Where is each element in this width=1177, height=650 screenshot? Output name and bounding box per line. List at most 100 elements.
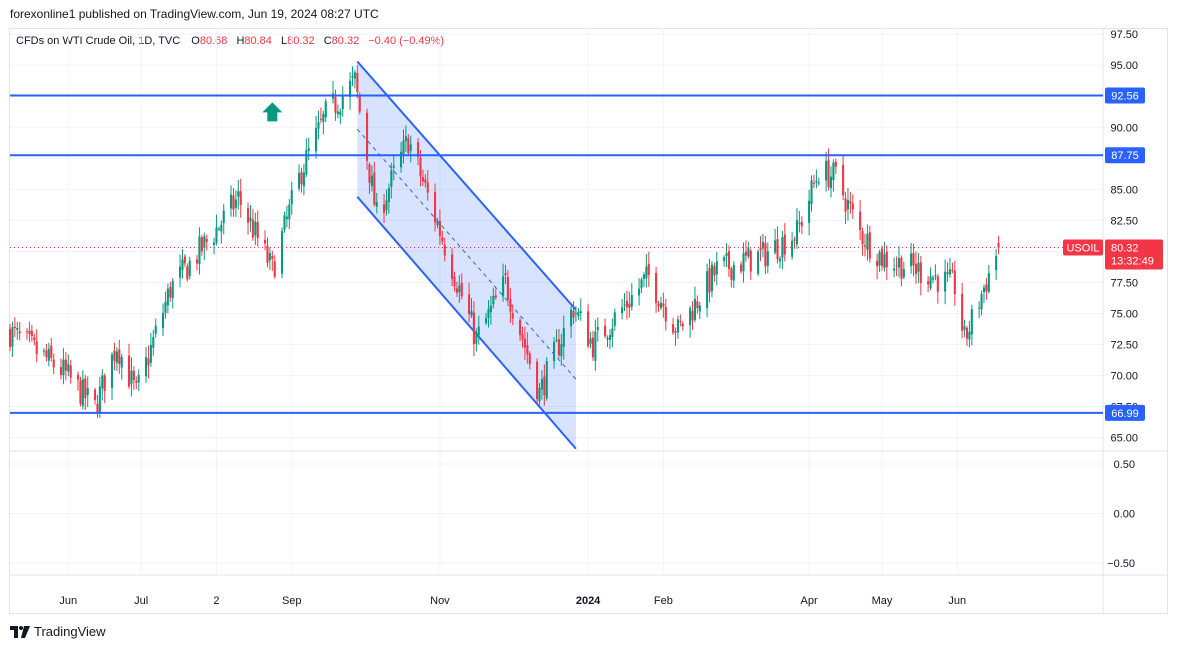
candle-body [953, 270, 956, 295]
candle-body [132, 370, 135, 381]
candle-body [96, 403, 99, 414]
candle-body [305, 150, 308, 175]
price-tick-label: 65.00 [1110, 433, 1138, 445]
candle-body [710, 264, 714, 292]
candle-body [385, 200, 388, 211]
candle-body [647, 263, 650, 275]
candle-body [178, 266, 182, 278]
candle-body [659, 302, 662, 309]
candle-body [611, 328, 614, 337]
candle-body [674, 331, 677, 333]
channel-fill [357, 61, 576, 449]
price-tick-label: 72.50 [1110, 340, 1138, 352]
candle-body [946, 272, 949, 275]
candle-body [900, 257, 903, 279]
candle-body [798, 222, 801, 224]
candle-body [628, 303, 631, 308]
candle-body [880, 248, 884, 267]
candle-body [849, 201, 852, 204]
candle-body [419, 157, 422, 177]
candle-body [885, 251, 888, 268]
candle-body [676, 319, 679, 333]
open-label: O [191, 35, 200, 47]
candle-body [144, 357, 148, 377]
x-tick-label: Jun [59, 595, 77, 607]
price-tick-label: 90.00 [1110, 122, 1138, 134]
candle-body [929, 276, 932, 288]
candle-body [912, 253, 915, 266]
candle-body [608, 335, 611, 341]
candle-body [866, 233, 869, 250]
candle-body [917, 262, 920, 272]
candle-body [594, 331, 597, 361]
candle-body [8, 328, 12, 347]
candle-body [186, 266, 189, 280]
candle-body [76, 374, 80, 380]
candle-body [749, 250, 752, 272]
level-price-badge [1105, 147, 1145, 164]
candle-body [625, 300, 628, 308]
candle-body [475, 332, 478, 344]
candle-body [147, 358, 150, 366]
candle-body [220, 224, 223, 232]
candle-body [842, 164, 845, 196]
price-tick-label: 70.00 [1110, 371, 1138, 383]
candle-body [681, 323, 684, 327]
symbol-title: CFDs on WTI Crude Oil, 1D, TVC [16, 35, 181, 47]
level-price-label: 87.75 [1111, 150, 1139, 162]
candle-body [271, 255, 274, 259]
candle-body [640, 279, 643, 288]
candle-body [324, 101, 327, 118]
candle-body [110, 354, 114, 388]
candle-body [851, 203, 854, 210]
last-price-badge [1105, 239, 1163, 270]
candle-body [679, 320, 682, 322]
candle-body [936, 276, 939, 292]
candle-body [118, 349, 121, 365]
candle-body [458, 285, 461, 293]
candle-body [645, 266, 648, 279]
candle-body [404, 136, 407, 141]
candle-body [910, 253, 913, 267]
candle-body [154, 325, 157, 334]
candle-body [812, 182, 816, 184]
brand-name: TradingView [34, 624, 106, 639]
candle-body [708, 268, 711, 293]
candle-body [314, 128, 318, 152]
x-tick-label: Jun [948, 595, 966, 607]
candle-body [987, 273, 990, 292]
candle-body [164, 301, 167, 313]
candle-body [307, 148, 310, 151]
candle-body [883, 254, 886, 268]
candle-body [101, 375, 104, 389]
candle-body [351, 76, 354, 78]
candle-body [846, 200, 850, 210]
level-price-label: 66.99 [1111, 408, 1139, 420]
candle-body [485, 318, 488, 324]
candle-body [358, 94, 361, 112]
candle-body [317, 122, 320, 129]
low-value: 80.32 [287, 35, 315, 47]
candle-body [98, 386, 101, 414]
candle-body [375, 201, 378, 207]
candle-body [402, 140, 405, 155]
level-price-badge [1105, 404, 1145, 421]
candle-body [443, 244, 446, 256]
candle-body [970, 309, 973, 335]
candle-body [468, 294, 471, 315]
candle-body [604, 325, 607, 337]
candle-body [368, 164, 371, 183]
candle-body [341, 96, 344, 110]
candle-body [237, 191, 240, 197]
candle-body [280, 231, 284, 274]
candle-body [382, 204, 386, 213]
candle-body [137, 375, 140, 383]
x-tick-label: Feb [654, 595, 673, 607]
candle-body [591, 337, 594, 358]
candle-body [195, 259, 199, 264]
candle-body [232, 195, 235, 210]
price-tick-label: 95.00 [1110, 60, 1138, 72]
candle-body [931, 277, 935, 280]
candle-body [985, 284, 988, 292]
